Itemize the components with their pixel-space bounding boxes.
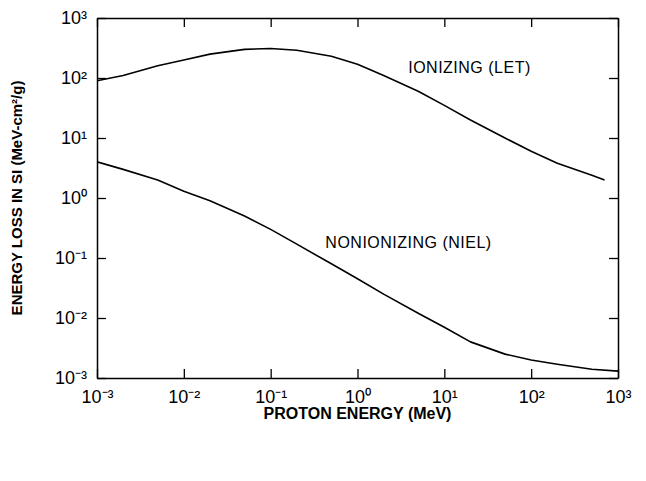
- tick: [358, 18, 359, 27]
- tick: [609, 18, 618, 19]
- x-axis-title: PROTON ENERGY (MeV): [264, 405, 452, 422]
- tick: 10⁻²: [168, 369, 200, 407]
- tick-label: 10³: [61, 8, 87, 28]
- x-axis-top: [98, 18, 619, 27]
- tick: [444, 18, 445, 27]
- tick-mark: [531, 369, 532, 378]
- tick-mark: [609, 258, 618, 259]
- tick: 10¹: [432, 369, 458, 407]
- tick: 10⁰: [345, 369, 371, 407]
- tick: [609, 258, 618, 259]
- tick: 10²: [519, 369, 545, 407]
- tick: [271, 18, 272, 27]
- tick-mark: [97, 198, 106, 199]
- tick-mark: [609, 78, 618, 79]
- tick-label: 10⁰: [61, 188, 87, 208]
- tick-mark: [184, 18, 185, 27]
- tick: 10⁰: [61, 188, 106, 208]
- tick-mark: [97, 258, 106, 259]
- y-axis-right: [609, 19, 619, 379]
- tick-label: 10⁻³: [55, 368, 87, 388]
- tick-mark: [609, 198, 618, 199]
- tick-label: 10⁻³: [81, 387, 113, 407]
- x-axis: 10⁻³ 10⁻² 10⁻¹ 10⁰ 10¹ 10² 10³: [81, 369, 631, 407]
- tick-label: 10⁻¹: [255, 387, 287, 407]
- series-label: IONIZING (LET): [408, 59, 531, 76]
- y-axis-title: ENERGY LOSS IN SI (MeV-cm²/g): [8, 81, 25, 316]
- series-line: [97, 162, 618, 371]
- tick-label: 10⁻²: [55, 308, 87, 328]
- tick: [609, 378, 618, 379]
- tick: 10²: [61, 68, 106, 88]
- tick: 10³: [61, 8, 106, 28]
- tick: [609, 138, 618, 139]
- tick-label: 10²: [519, 387, 545, 407]
- tick: 10⁻¹: [255, 369, 287, 407]
- chart: 10⁻³10⁻²10⁻¹10⁰10¹10²10³10⁻³10⁻²10⁻¹10⁰1…: [0, 0, 646, 481]
- tick-mark: [609, 18, 618, 19]
- tick-mark: [357, 18, 358, 27]
- tick-label: 10²: [61, 68, 87, 88]
- lines: [97, 49, 618, 372]
- tick-mark: [97, 18, 106, 19]
- plot: 10⁻³10⁻²10⁻¹10⁰10¹10²10³10⁻³10⁻²10⁻¹10⁰1…: [55, 8, 632, 407]
- tick-label: 10¹: [61, 128, 87, 148]
- series-line: [97, 49, 605, 180]
- tick-mark: [184, 369, 185, 378]
- tick-mark: [444, 18, 445, 27]
- tick-label: 10¹: [432, 387, 458, 407]
- tick-mark: [271, 18, 272, 27]
- tick-mark: [97, 138, 106, 139]
- tick-mark: [609, 318, 618, 319]
- tick-label: 10³: [605, 387, 631, 407]
- tick-label: 10⁰: [345, 387, 371, 407]
- tick-label: 10⁻¹: [55, 248, 87, 268]
- tick-mark: [97, 318, 106, 319]
- tick-mark: [531, 18, 532, 27]
- tick: [531, 18, 532, 27]
- tick: [609, 198, 618, 199]
- tick: 10¹: [61, 128, 106, 148]
- tick-mark: [609, 138, 618, 139]
- tick-mark: [97, 378, 106, 379]
- tick-mark: [444, 369, 445, 378]
- tick: [184, 18, 185, 27]
- series-label: NONIONIZING (NIEL): [325, 234, 491, 251]
- tick: 10⁻¹: [55, 248, 106, 268]
- tick-mark: [357, 369, 358, 378]
- tick: [609, 78, 618, 79]
- tick: 10⁻²: [55, 308, 106, 328]
- y-axis: 10⁻³ 10⁻² 10⁻¹ 10⁰ 10¹ 10² 10³: [55, 8, 106, 388]
- tick-mark: [609, 378, 618, 379]
- tick-mark: [271, 369, 272, 378]
- tick: [609, 318, 618, 319]
- tick: 10⁻³: [55, 368, 106, 388]
- tick-label: 10⁻²: [168, 387, 200, 407]
